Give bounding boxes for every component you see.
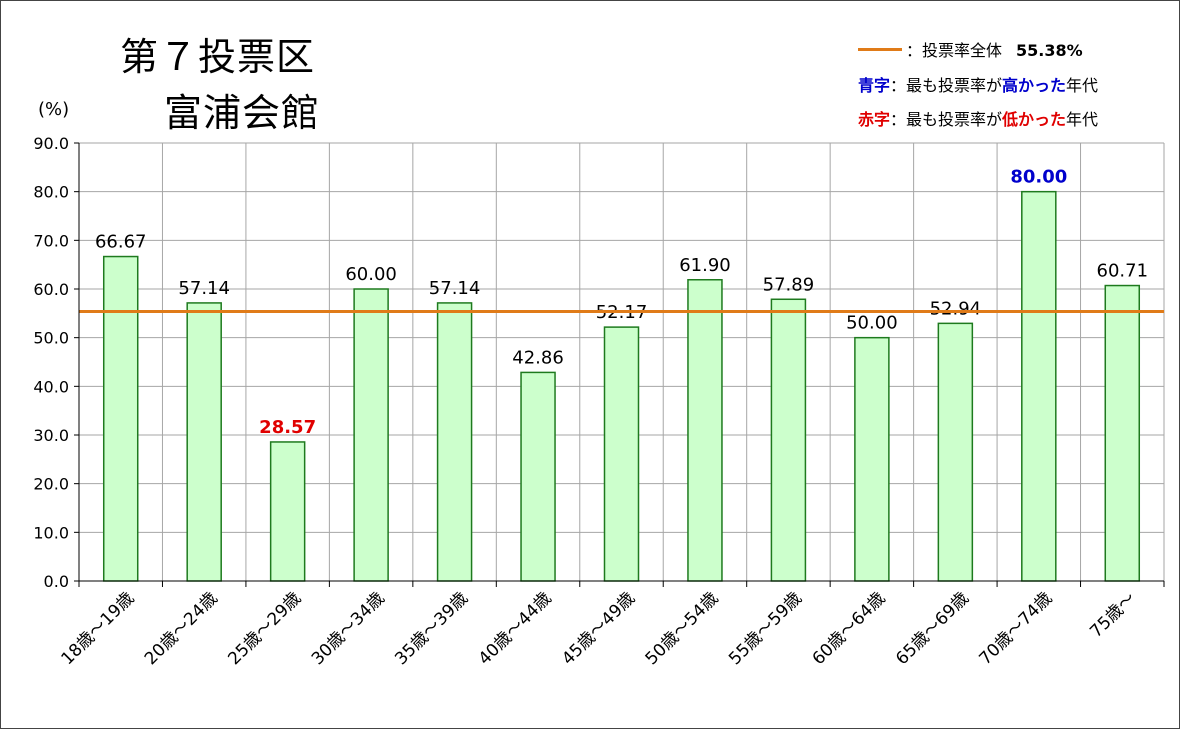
- data-label-lowest: 28.57: [259, 417, 316, 438]
- data-label: 50.00: [846, 313, 898, 334]
- y-tick-label: 40.0: [33, 377, 69, 396]
- legend-red-mid: ：最も投票率が: [890, 110, 1003, 129]
- y-tick-label: 10.0: [33, 523, 69, 542]
- legend-blue-emph: 高かった: [1002, 76, 1067, 95]
- x-category-label: 18歳～19歳: [57, 588, 138, 669]
- data-label: 60.71: [1097, 261, 1149, 282]
- bar: [937, 322, 974, 582]
- chart-title-line1: 第７投票区: [120, 35, 316, 79]
- legend-overall: ：投票率全体 55.38%: [858, 37, 1083, 61]
- y-tick-label: 90.0: [33, 134, 69, 153]
- x-category-label: 40歳～44歳: [475, 588, 556, 669]
- x-category-label: 30歳～34歳: [308, 588, 389, 669]
- bar: [102, 255, 139, 582]
- y-tick-label: 70.0: [33, 231, 69, 250]
- y-tick-label: 30.0: [33, 426, 69, 445]
- y-tick-label: 20.0: [33, 475, 69, 494]
- legend-blue-suffix: 年代: [1066, 76, 1099, 95]
- data-label-highest: 80.00: [1010, 167, 1067, 188]
- bar: [1104, 284, 1141, 582]
- bar: [854, 336, 890, 582]
- legend-overall-label: ：投票率全体: [906, 41, 1003, 60]
- data-label: 66.67: [95, 232, 147, 253]
- data-label: 61.90: [679, 255, 731, 276]
- data-label: 57.14: [178, 278, 230, 299]
- legend-highest: 青字：最も投票率が高かった年代: [858, 72, 1098, 96]
- bar: [520, 371, 556, 582]
- bar: [186, 302, 222, 582]
- y-axis-unit: (%): [38, 99, 70, 120]
- bar: [603, 326, 640, 582]
- x-category-label: 60歳～64歳: [809, 588, 890, 669]
- x-category-label: 75歳～: [1086, 588, 1139, 641]
- chart-title-line2: 富浦会館: [164, 91, 321, 135]
- bar: [436, 302, 473, 582]
- y-tick-label: 0.0: [44, 572, 69, 591]
- bar: [353, 288, 389, 582]
- x-category-label: 65歳～69歳: [892, 588, 973, 669]
- x-category-label: 70歳～74歳: [976, 588, 1057, 669]
- data-label: 42.86: [512, 347, 564, 368]
- bar: [687, 279, 723, 582]
- y-tick-label: 80.0: [33, 183, 69, 202]
- data-label: 60.00: [345, 264, 397, 285]
- legend-line-swatch: [858, 48, 902, 51]
- legend-red-emph: 低かった: [1002, 110, 1067, 129]
- legend-red-prefix: 赤字: [858, 110, 891, 129]
- y-tick-label: 60.0: [33, 280, 69, 299]
- legend-overall-value: 55.38%: [1016, 41, 1083, 60]
- x-category-label: 55歳～59歳: [725, 588, 806, 669]
- data-label: 57.14: [429, 278, 481, 299]
- y-tick-label: 50.0: [33, 329, 69, 348]
- x-category-label: 50歳～54歳: [642, 588, 723, 669]
- data-label: 57.89: [763, 274, 815, 295]
- bar: [770, 298, 807, 582]
- x-category-label: 25歳～29歳: [224, 588, 305, 669]
- legend-red-suffix: 年代: [1066, 110, 1099, 129]
- data-label: 52.94: [930, 298, 982, 319]
- bar: [269, 441, 306, 582]
- x-category-label: 35歳～39歳: [391, 588, 472, 669]
- legend-blue-prefix: 青字: [858, 76, 891, 95]
- bar: [1021, 190, 1057, 582]
- legend-blue-mid: ：最も投票率が: [890, 76, 1003, 95]
- legend-lowest: 赤字：最も投票率が低かった年代: [858, 106, 1098, 130]
- x-category-label: 20歳～24歳: [141, 588, 222, 669]
- x-category-label: 45歳～49歳: [558, 588, 639, 669]
